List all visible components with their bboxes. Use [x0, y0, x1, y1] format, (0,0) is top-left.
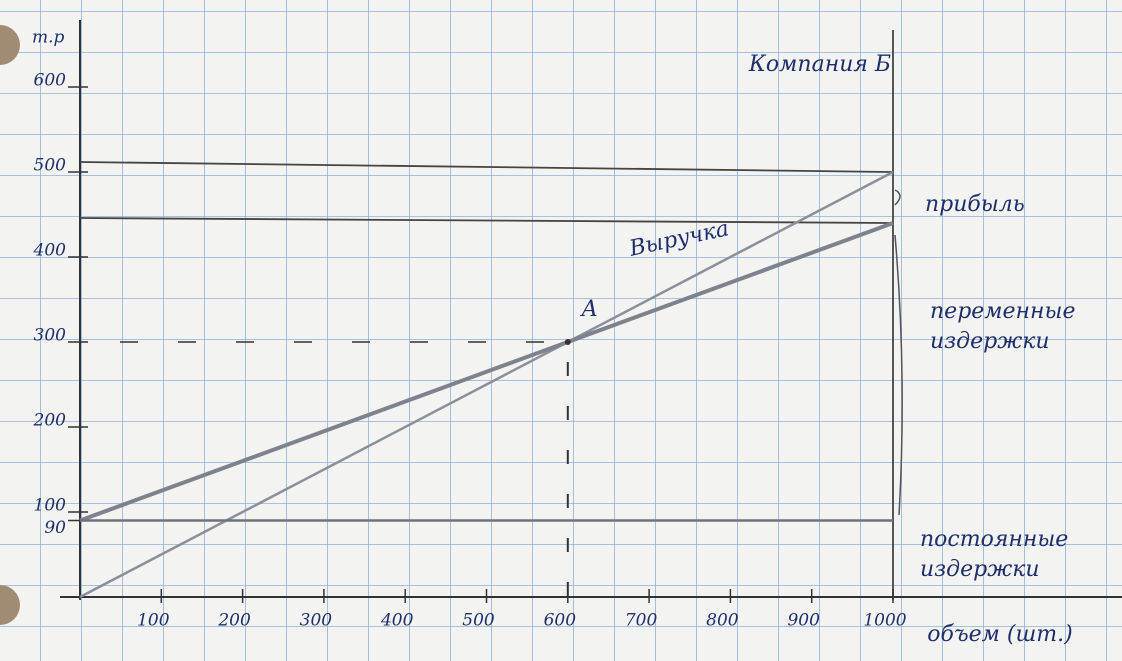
x-tick-label: 700 [625, 611, 658, 631]
x-tick-label: 100 [137, 611, 170, 631]
y-tick-label: 200 [33, 411, 67, 431]
level-line [79, 217, 894, 224]
annotation: постоянные издержки [920, 527, 1068, 582]
annotation: переменные издержки [930, 299, 1075, 354]
y-tick-label: 600 [34, 71, 67, 91]
x-tick-label: 400 [380, 611, 414, 631]
y-tick-label: 400 [33, 241, 67, 261]
chart-title: Компания Б [748, 52, 891, 77]
point-a [564, 339, 571, 345]
brace [894, 189, 903, 516]
y-tick-label: 90 [44, 518, 66, 538]
x-tick-label: 600 [544, 611, 577, 631]
y-tick-label: 100 [34, 496, 67, 516]
y-tick-label: 300 [34, 326, 67, 346]
x-axis-label: объем (шт.) [927, 622, 1072, 647]
y-axis-label: т.р [32, 28, 65, 48]
y-tick-label: 500 [34, 156, 67, 176]
x-tick-label: 900 [787, 611, 820, 631]
x-tick-label: 300 [300, 611, 333, 631]
x-tick-label: 500 [462, 611, 495, 631]
annotation: прибыль [925, 192, 1025, 217]
binder-hole [0, 585, 20, 625]
x-tick-label: 800 [706, 611, 739, 631]
level-line [79, 161, 894, 173]
x-tick-label: 200 [217, 611, 251, 631]
binder-hole [0, 25, 20, 65]
x-tick-label: 1000 [863, 611, 906, 631]
point-label: A [580, 297, 598, 322]
